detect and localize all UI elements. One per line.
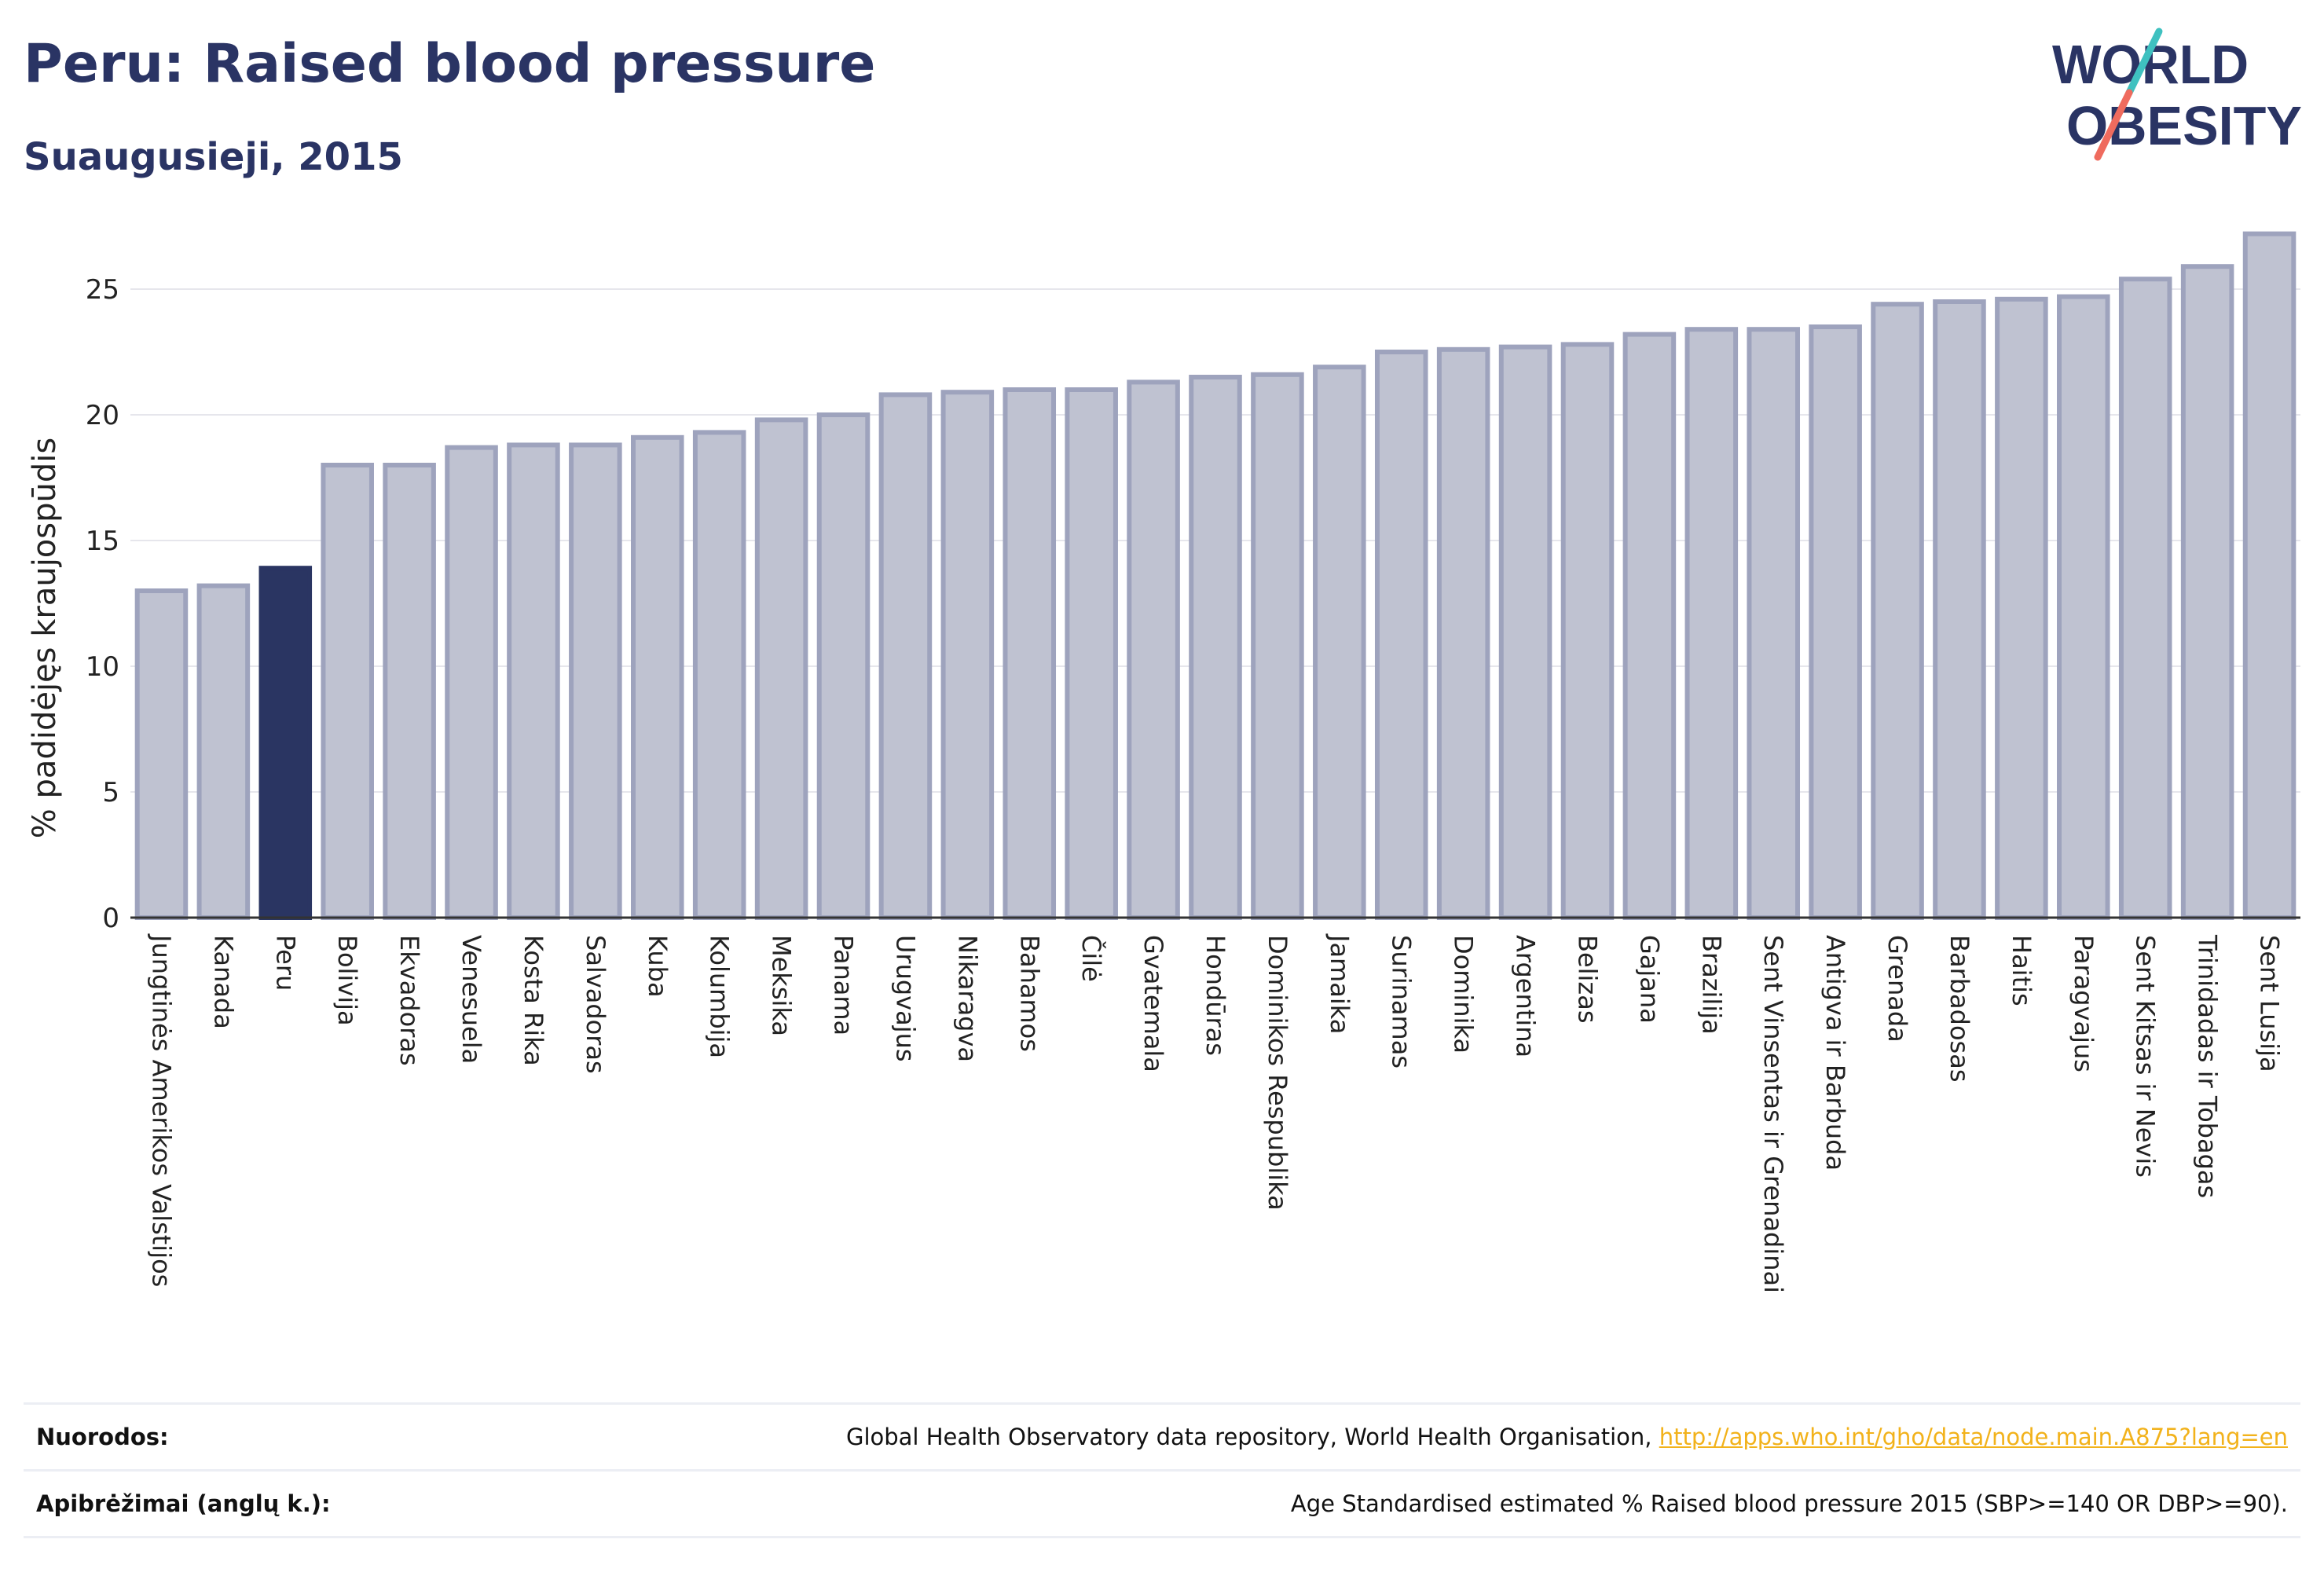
bar[interactable] (1498, 344, 1552, 921)
x-tick-label: Meksika (767, 935, 797, 1036)
bar[interactable] (1436, 346, 1490, 920)
y-tick-label: 0 (102, 903, 119, 934)
bar[interactable] (1189, 375, 1242, 920)
x-tick-labels: Jungtinės Amerikos Valstijos Kanada Peru Bo… (146, 933, 2284, 1293)
bar[interactable] (1995, 296, 2048, 920)
x-tick-label: Bahamos (1014, 935, 1044, 1052)
bar[interactable] (2118, 277, 2172, 920)
x-tick-label: Antigva ir Barbuda (1820, 935, 1850, 1171)
x-tick-label: Salvadoras (581, 935, 610, 1074)
bar[interactable] (940, 390, 995, 920)
x-tick-label: Paragvajus (2069, 935, 2099, 1072)
x-tick-label: Kolumbija (705, 935, 735, 1058)
logo-slash-bottom (2094, 89, 2133, 161)
bar[interactable] (569, 442, 622, 920)
bar[interactable] (754, 417, 808, 920)
y-axis-title: % padidėjęs kraujospūdis (27, 438, 63, 838)
bar[interactable] (692, 430, 746, 920)
sources-row: Nuorodos: Global Health Observatory data… (24, 1402, 2300, 1469)
bar[interactable] (1933, 299, 1986, 920)
x-tick-label: Kanada (208, 935, 238, 1029)
chart-title: Peru: Raised blood pressure (24, 33, 876, 95)
world-obesity-logo: WORLD OBESITY (2052, 27, 2302, 161)
x-tick-label: Trinidadas ir Tobagas (2193, 934, 2223, 1198)
x-tick-label: Argentina (1511, 935, 1541, 1057)
bar[interactable] (1374, 350, 1428, 920)
y-tick-label: 5 (102, 777, 119, 808)
x-tick-label: Hondūras (1200, 935, 1230, 1056)
bar[interactable] (1871, 302, 1924, 920)
x-tick-label: Čilė (1076, 935, 1107, 982)
x-tick-label: Dominikos Respublika (1263, 935, 1292, 1211)
sources-value: Global Health Observatory data repositor… (846, 1424, 2288, 1450)
x-tick-label: Haitis (2007, 935, 2036, 1006)
x-tick-label: Barbadosas (1945, 935, 1974, 1082)
x-tick-label: Gajana (1634, 935, 1664, 1024)
bar[interactable] (1684, 327, 1739, 920)
chart-subtitle: Suaugusieji, 2015 (24, 135, 403, 179)
definitions-value: Age Standardised estimated % Raised bloo… (1290, 1490, 2288, 1517)
y-tick-label: 15 (86, 526, 119, 557)
x-tick-label: Kosta Rika (519, 935, 548, 1066)
bars (134, 231, 2297, 921)
bar[interactable] (196, 583, 251, 920)
x-tick-label: Grenada (1882, 935, 1912, 1043)
bar[interactable] (1622, 332, 1677, 921)
bar[interactable] (321, 463, 374, 920)
sources-link[interactable]: http://apps.who.int/gho/data/node.main.A… (1659, 1424, 2288, 1450)
x-tick-label: Dominika (1449, 935, 1479, 1054)
bar[interactable] (507, 442, 560, 920)
bar[interactable] (134, 588, 189, 920)
x-tick-label: Bolivija (332, 935, 362, 1026)
definitions-label: Apibrėžimai (anglų k.): (36, 1490, 331, 1517)
sources-label: Nuorodos: (36, 1424, 169, 1450)
y-tick-label: 20 (86, 400, 119, 431)
x-tick-label: Jamaika (1325, 933, 1354, 1034)
bar[interactable] (258, 566, 313, 920)
x-tick-label: Panama (829, 935, 859, 1035)
x-tick-label: Sent Kitsas ir Nevis (2131, 935, 2161, 1178)
logo-slash-top (2125, 27, 2163, 97)
x-tick-label: Gvatemala (1138, 935, 1168, 1072)
bar[interactable] (1127, 379, 1180, 920)
bar[interactable] (1003, 387, 1057, 920)
y-tick-labels: 0 5 10 15 20 25 (86, 274, 119, 934)
bar[interactable] (630, 434, 684, 920)
x-tick-label: Sent Lusija (2255, 935, 2285, 1072)
bar[interactable] (2057, 294, 2110, 921)
bar[interactable] (1251, 372, 1304, 920)
x-tick-label: Surinamas (1387, 935, 1417, 1068)
x-tick-label: Ekvadoras (394, 935, 424, 1066)
y-tick-label: 10 (86, 651, 119, 683)
bar[interactable] (878, 392, 933, 920)
sources-text: Global Health Observatory data repositor… (845, 1424, 1659, 1450)
x-tick-label: Belizas (1572, 935, 1602, 1024)
bar[interactable] (2180, 264, 2234, 920)
x-tick-label: Kuba (643, 935, 673, 998)
bar-chart: 0 5 10 15 20 25 Jungtinės Amerikos Valstijos K… (27, 231, 2300, 1293)
definitions-row: Apibrėžimai (anglų k.): Age Standardised… (24, 1469, 2300, 1538)
y-tick-label: 25 (86, 274, 119, 306)
bar[interactable] (1809, 324, 1862, 920)
x-tick-label: Jungtinės Amerikos Valstijos (146, 933, 176, 1287)
x-tick-label: Peru (270, 935, 300, 991)
bar[interactable] (383, 463, 436, 920)
x-tick-label: Sent Vinsentas ir Grenadinai (1758, 935, 1788, 1293)
bar[interactable] (1313, 365, 1366, 920)
x-tick-label: Urugvajus (890, 935, 920, 1062)
footer-table: Nuorodos: Global Health Observatory data… (24, 1402, 2300, 1538)
x-tick-label: Brazilija (1696, 935, 1726, 1035)
bar[interactable] (1747, 327, 1801, 920)
bar[interactable] (1560, 342, 1615, 920)
x-tick-label: Venesuela (456, 935, 486, 1064)
bar[interactable] (1065, 387, 1118, 920)
x-tick-label: Nikaragva (952, 935, 982, 1062)
bar[interactable] (2242, 231, 2297, 921)
bar[interactable] (816, 412, 871, 920)
bar[interactable] (445, 445, 498, 920)
